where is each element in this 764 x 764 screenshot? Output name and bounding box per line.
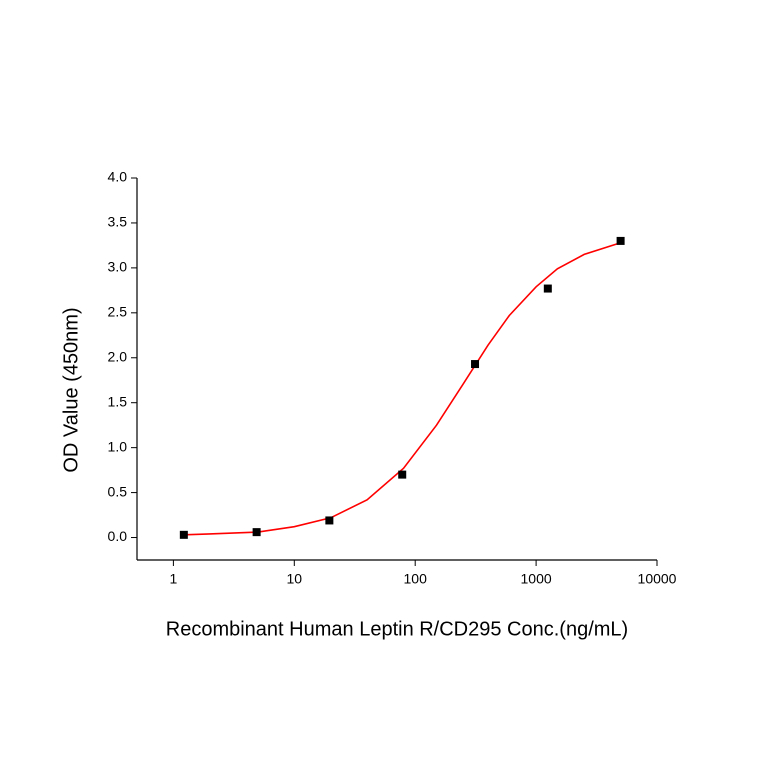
x-tick-label: 10000 <box>638 571 677 587</box>
y-tick-label: 2.0 <box>108 348 128 364</box>
y-tick-label: 2.5 <box>108 304 128 320</box>
data-point <box>252 528 261 537</box>
x-tick-label: 100 <box>404 571 428 587</box>
data-point <box>179 530 188 539</box>
y-tick-label: 1.0 <box>108 438 128 454</box>
y-axis-title: OD Value (450nm) <box>60 307 82 472</box>
fit-curve <box>183 241 621 536</box>
y-tick-label: 1.5 <box>108 393 128 409</box>
y-tick-label: 3.0 <box>108 259 128 275</box>
x-axis-title: Recombinant Human Leptin R/CD295 Conc.(n… <box>166 618 628 640</box>
x-tick-label: 10 <box>287 571 303 587</box>
y-tick-label: 0.5 <box>108 483 128 499</box>
y-tick-label: 3.5 <box>108 214 128 230</box>
y-tick-label: 4.0 <box>108 169 128 185</box>
x-tick-label: 1 <box>169 571 177 587</box>
data-point <box>325 516 334 525</box>
data-point <box>543 284 552 293</box>
data-point <box>398 470 407 479</box>
y-tick-label: 0.0 <box>108 528 128 544</box>
x-tick-label: 1000 <box>521 571 552 587</box>
data-point <box>616 236 625 245</box>
data-point <box>471 360 480 369</box>
